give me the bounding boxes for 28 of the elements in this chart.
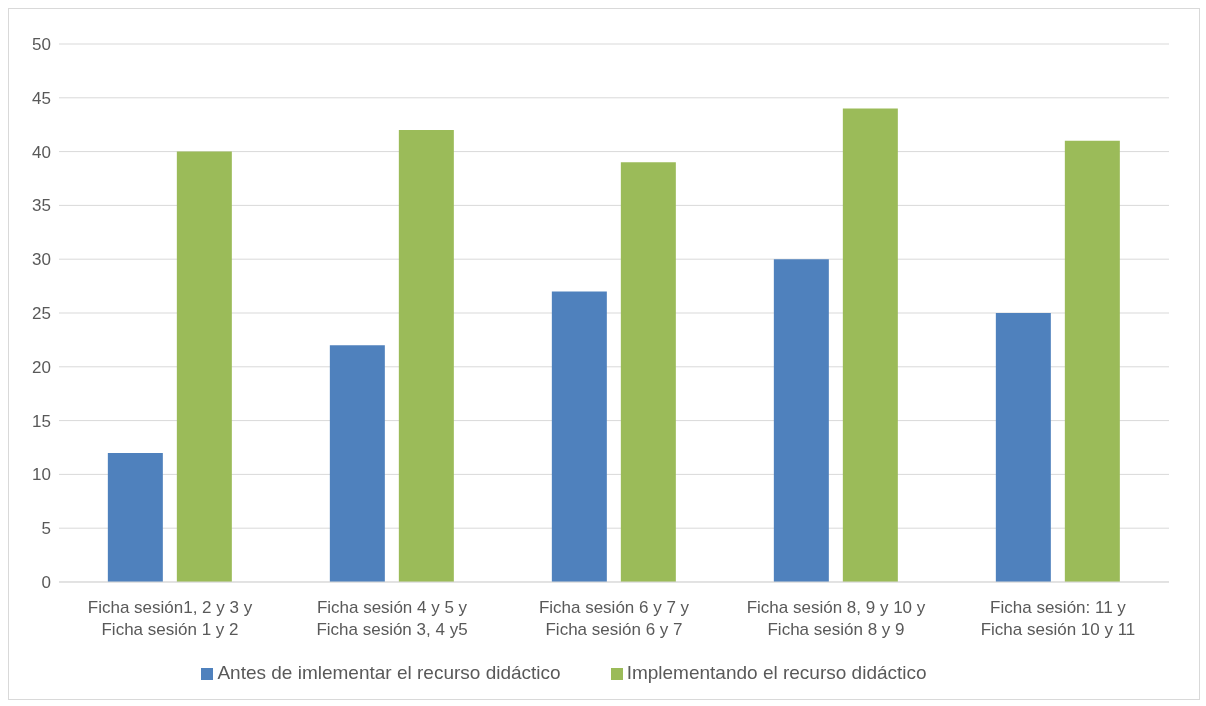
y-tick-label: 25 xyxy=(32,304,51,324)
x-tick-label: Ficha sesión 8, 9 y 10 y Ficha sesión 8 y 9 xyxy=(746,598,926,639)
x-tick-label: Ficha sesión 4 y 5 y Ficha sesión 3, 4 y5 xyxy=(316,598,468,639)
legend-label: Implementando el recurso didáctico xyxy=(626,662,927,683)
y-tick-label: 20 xyxy=(32,357,51,377)
y-tick-label: 30 xyxy=(32,250,51,270)
y-tick-label: 45 xyxy=(32,88,51,108)
y-tick-label: 40 xyxy=(32,142,51,162)
bar xyxy=(176,151,232,582)
y-tick-label: 15 xyxy=(32,411,51,431)
y-tick-label: 50 xyxy=(32,35,51,55)
bar xyxy=(398,130,454,582)
x-tick-label: Ficha sesión1, 2 y 3 y Ficha sesión 1 y 2 xyxy=(87,598,253,639)
y-tick-label: 10 xyxy=(32,465,51,485)
bar xyxy=(551,291,607,582)
bar xyxy=(620,162,676,582)
x-tick-label: Ficha sesión 6 y 7 y Ficha sesión 6 y 7 xyxy=(538,598,690,639)
y-tick-label: 35 xyxy=(32,196,51,216)
legend-label: Antes de imlementar el recurso didáctico xyxy=(217,662,561,683)
y-tick-label: 5 xyxy=(41,519,51,539)
bar xyxy=(773,259,829,582)
bar xyxy=(107,452,163,582)
x-tick-label: Ficha sesión: 11 y Ficha sesión 10 y 11 xyxy=(980,598,1136,639)
bar xyxy=(1064,140,1120,582)
y-tick-label: 0 xyxy=(41,573,51,593)
bar xyxy=(842,108,898,582)
bar xyxy=(995,313,1051,582)
bar xyxy=(329,345,385,582)
